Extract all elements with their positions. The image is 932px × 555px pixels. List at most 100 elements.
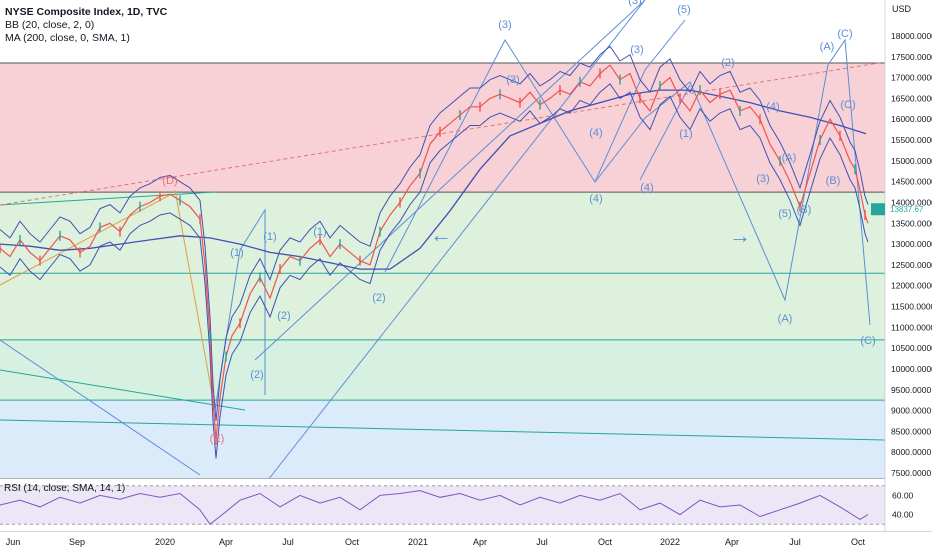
price-tick: 9500.0000 (891, 385, 931, 395)
bollinger-upper (0, 45, 869, 422)
indicator-ma: MA (200, close, 0, SMA, 1) (5, 32, 130, 44)
wave-label: (B) (826, 175, 841, 187)
wave-label: (3) (498, 19, 511, 31)
rsi-title: RSI (14, close, SMA, 14, 1) (4, 483, 125, 494)
price-tick: 17500.0000 (891, 52, 932, 62)
chart-title: NYSE Composite Index, 1D, TVC (5, 6, 168, 18)
price-tick: 13000.0000 (891, 239, 932, 249)
ma200-line (0, 89, 867, 270)
rsi-tick: 40.00 (892, 510, 914, 520)
wave-label: (4) (589, 127, 602, 139)
legend: NYSE Composite Index, 1D, TVC BB (20, cl… (5, 6, 167, 45)
rsi-tick: 60.00 (892, 490, 914, 500)
zone-3 (0, 400, 885, 478)
price-tick: 7500.0000 (891, 468, 931, 478)
price-tick: 18000.0000 (891, 31, 932, 41)
wave-label: (4) (640, 182, 653, 194)
bollinger-lower (0, 83, 869, 459)
wave-label: (3) (630, 44, 643, 56)
wave-label: (E) (210, 433, 225, 445)
wave-label: (C) (837, 28, 852, 40)
drawings-layer (0, 0, 886, 481)
drawing-line-1 (0, 339, 201, 476)
wave-label: (4) (766, 101, 779, 113)
drawing-line-8 (594, 38, 871, 326)
levels-layer (0, 62, 885, 401)
drawing-line-5 (267, 0, 646, 481)
time-tick: Oct (345, 537, 360, 547)
price-tick: 15500.0000 (891, 135, 932, 145)
time-tick: Jul (789, 537, 801, 547)
price-tick: 11000.0000 (891, 322, 932, 332)
wave-label: (A) (778, 313, 793, 325)
wave-label: (3) (628, 0, 641, 7)
time-tick: Oct (598, 537, 613, 547)
price-tick: 14000.0000 (891, 197, 932, 207)
drawing-line-6 (254, 0, 646, 361)
wave-label: (1) (263, 231, 276, 243)
time-tick: Jun (6, 537, 21, 547)
price-tick: 14500.0000 (891, 177, 932, 187)
price-tick: 17000.0000 (891, 73, 932, 83)
rsi-line (0, 490, 869, 525)
zone-0 (0, 63, 885, 193)
wave-label: (2) (250, 369, 263, 381)
wave-label: (2) (277, 310, 290, 322)
wave-label: (4) (589, 193, 602, 205)
time-tick: Jul (536, 537, 548, 547)
arrow-left-icon: ← (430, 222, 452, 247)
price-tick: 10000.0000 (891, 364, 932, 374)
wave-label: (1) (230, 247, 243, 259)
price-tick: 16500.0000 (891, 93, 932, 103)
price-tick: 10500.0000 (891, 343, 932, 353)
arrow-right-icon: → (729, 223, 751, 248)
drawing-line-4 (0, 61, 886, 206)
wave-label: (1) (679, 128, 692, 140)
bollinger-layer (0, 45, 869, 459)
price-tick: 12000.0000 (891, 281, 932, 291)
wave-label: (A) (820, 41, 835, 53)
drawing-line-10 (214, 208, 266, 411)
price-tick: 12500.0000 (891, 260, 932, 270)
time-tick: 2022 (660, 537, 680, 547)
drawing-line-11 (174, 189, 216, 411)
wave-label: (2) (721, 57, 734, 69)
wave-label: (3) (506, 74, 519, 86)
price-tick: 13500.0000 (891, 218, 932, 228)
time-tick: Jul (282, 537, 294, 547)
wave-label: (B) (797, 204, 812, 216)
wave-label: (5) (677, 4, 690, 16)
wave-labels-layer: (D) (E) (1) (2) (1) (2) (1) (2) (3) (4) (5) (3) (4) (… (162, 0, 875, 445)
price-axis: USD 18000.0000 17500.0000 17000.0000 16500.0… (871, 0, 932, 550)
price-tick: 15000.0000 (891, 156, 932, 166)
price-layer (0, 64, 869, 445)
drawing-line-2 (0, 369, 246, 411)
zones-layer (0, 63, 885, 478)
wave-label: (A) (782, 152, 797, 164)
wave-label: (1) (313, 226, 326, 238)
price-tick: 9000.0000 (891, 406, 931, 416)
time-tick: Apr (219, 537, 233, 547)
wave-label: (D) (162, 175, 177, 187)
drawing-line-0 (0, 191, 216, 206)
price-tick: 8500.0000 (891, 426, 931, 436)
price-tick: 8000.0000 (891, 447, 931, 457)
zone-2 (0, 339, 885, 401)
time-axis: Jun Sep 2020 Apr Jul Oct 2021 Apr Jul Oct 2022 Apr J… (0, 531, 932, 547)
time-tick: Apr (473, 537, 487, 547)
wave-label: (3) (756, 173, 769, 185)
price-tick: 11500.0000 (891, 302, 932, 312)
drawing-line-3 (0, 419, 886, 441)
drawing-line-12 (0, 194, 171, 286)
time-tick: Apr (725, 537, 739, 547)
wave-label: (C) (860, 335, 875, 347)
wave-label: (5) (778, 208, 791, 220)
price-marker (871, 203, 885, 216)
rsi-band (0, 485, 885, 525)
price-line (0, 64, 869, 440)
axis-background (885, 0, 932, 550)
price-value: 13837.67 (890, 205, 924, 214)
wave-label: (C) (840, 99, 855, 111)
